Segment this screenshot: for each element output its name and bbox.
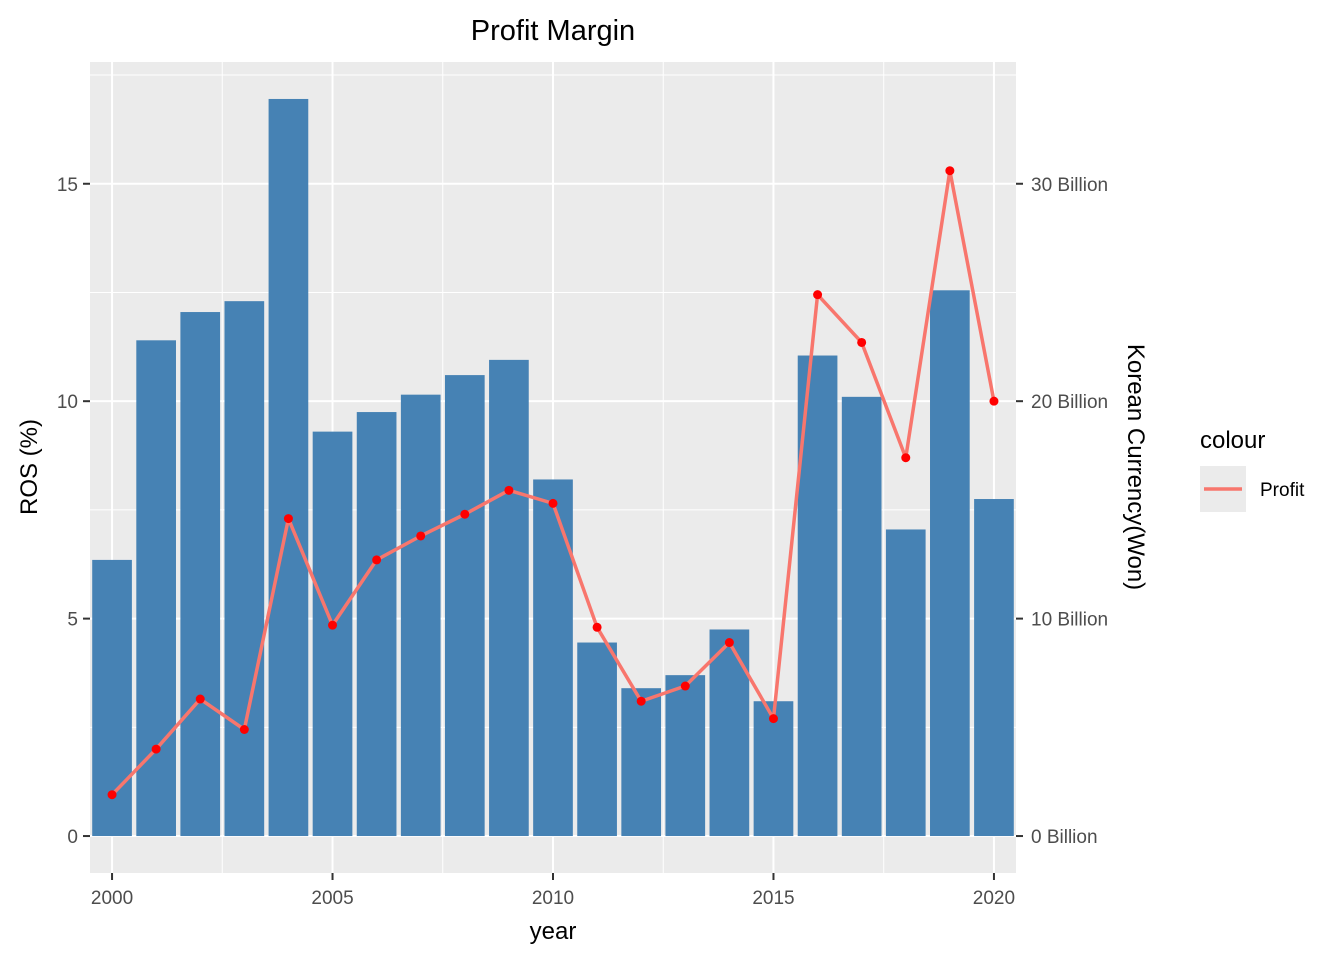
profit-point-2005 <box>328 620 338 630</box>
legend-title: colour <box>1200 427 1265 454</box>
profit-point-2008 <box>460 509 470 519</box>
y-tick-label: 10 <box>57 392 78 413</box>
x-tick-label: 2015 <box>752 888 794 909</box>
chart-title: Profit Margin <box>471 15 635 47</box>
bar-2017 <box>841 396 882 837</box>
profit-point-2010 <box>548 498 558 508</box>
bar-2019 <box>930 290 970 837</box>
legend: colour Profit <box>1200 427 1305 512</box>
profit-point-2003 <box>239 724 249 734</box>
x-tick-label: 2000 <box>91 888 133 909</box>
profit-point-2001 <box>151 744 161 754</box>
profit-point-2004 <box>283 514 293 524</box>
bar-2013 <box>665 675 706 837</box>
bar-2005 <box>312 431 353 837</box>
profit-point-2000 <box>107 790 117 800</box>
y2-tick-label: 30 Billion <box>1031 175 1108 196</box>
bar-2009 <box>489 359 529 837</box>
x-axis-title: year <box>530 918 577 945</box>
bar-2006 <box>356 412 397 837</box>
y-tick-label: 0 <box>67 827 78 848</box>
profit-point-2009 <box>504 485 514 495</box>
y2-tick-label: 10 Billion <box>1031 610 1108 631</box>
profit-point-2012 <box>636 696 646 706</box>
legend-label-profit: Profit <box>1260 480 1305 501</box>
y-axis-left: 0 5 10 15 <box>57 175 90 848</box>
profit-point-2019 <box>945 166 955 176</box>
bar-2008 <box>444 375 485 837</box>
bar-2014 <box>709 629 750 837</box>
y2-tick-label: 20 Billion <box>1031 392 1108 413</box>
x-tick-label: 2005 <box>311 888 353 909</box>
bar-2003 <box>224 301 265 837</box>
bar-2004 <box>268 98 309 837</box>
bar-2015 <box>753 701 794 837</box>
x-tick-label: 2020 <box>973 888 1015 909</box>
profit-point-2002 <box>195 694 205 704</box>
bar-2010 <box>533 479 573 837</box>
profit-point-2014 <box>724 638 734 648</box>
profit-point-2017 <box>857 337 867 347</box>
y-axis-right: 0 Billion 10 Billion 20 Billion 30 Billion <box>1016 175 1108 848</box>
profit-point-2020 <box>989 396 999 406</box>
profit-point-2006 <box>372 555 382 565</box>
profit-point-2011 <box>592 622 602 632</box>
bar-2002 <box>180 312 221 837</box>
x-axis: 2000 2005 2010 2015 2020 <box>91 873 1015 909</box>
x-tick-label: 2010 <box>532 888 574 909</box>
bar-2000 <box>92 559 132 837</box>
bar-2011 <box>577 642 617 837</box>
bar-2012 <box>621 688 662 837</box>
bar-2020 <box>974 499 1014 837</box>
bar-2007 <box>400 394 441 837</box>
bar-series <box>92 98 1014 837</box>
y-tick-label: 5 <box>67 610 78 631</box>
y2-tick-label: 0 Billion <box>1031 827 1098 848</box>
y-tick-label: 15 <box>57 175 78 196</box>
profit-point-2007 <box>416 531 426 541</box>
y-axis-title: ROS (%) <box>16 419 43 515</box>
profit-point-2016 <box>813 290 823 300</box>
profit-point-2018 <box>901 453 911 463</box>
profit-point-2013 <box>680 681 690 691</box>
profit-point-2015 <box>768 714 778 724</box>
bar-2018 <box>885 529 926 837</box>
profit-points <box>107 166 999 800</box>
y2-axis-title: Korean Currency(Won) <box>1122 344 1149 590</box>
